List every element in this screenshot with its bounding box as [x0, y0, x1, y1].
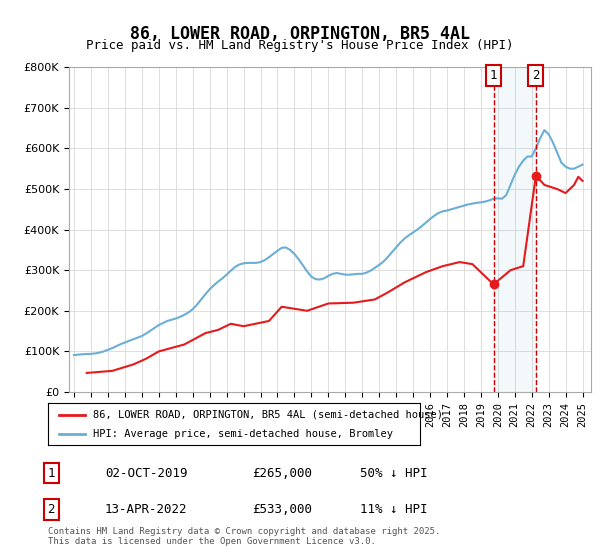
Text: 2: 2 [532, 69, 539, 82]
Text: 02-OCT-2019: 02-OCT-2019 [105, 466, 187, 480]
Text: £533,000: £533,000 [252, 503, 312, 516]
Text: HPI: Average price, semi-detached house, Bromley: HPI: Average price, semi-detached house,… [92, 429, 392, 439]
Text: 86, LOWER ROAD, ORPINGTON, BR5 4AL (semi-detached house): 86, LOWER ROAD, ORPINGTON, BR5 4AL (semi… [92, 409, 443, 419]
Text: 11% ↓ HPI: 11% ↓ HPI [360, 503, 427, 516]
Text: Price paid vs. HM Land Registry's House Price Index (HPI): Price paid vs. HM Land Registry's House … [86, 39, 514, 52]
Text: 50% ↓ HPI: 50% ↓ HPI [360, 466, 427, 480]
Bar [494, 67, 536, 392]
Text: 1: 1 [490, 69, 497, 82]
Text: 2: 2 [47, 503, 55, 516]
Text: 13-APR-2022: 13-APR-2022 [105, 503, 187, 516]
Text: 1: 1 [47, 466, 55, 480]
Text: 86, LOWER ROAD, ORPINGTON, BR5 4AL: 86, LOWER ROAD, ORPINGTON, BR5 4AL [130, 25, 470, 43]
Text: £265,000: £265,000 [252, 466, 312, 480]
Text: Contains HM Land Registry data © Crown copyright and database right 2025.
This d: Contains HM Land Registry data © Crown c… [48, 526, 440, 546]
